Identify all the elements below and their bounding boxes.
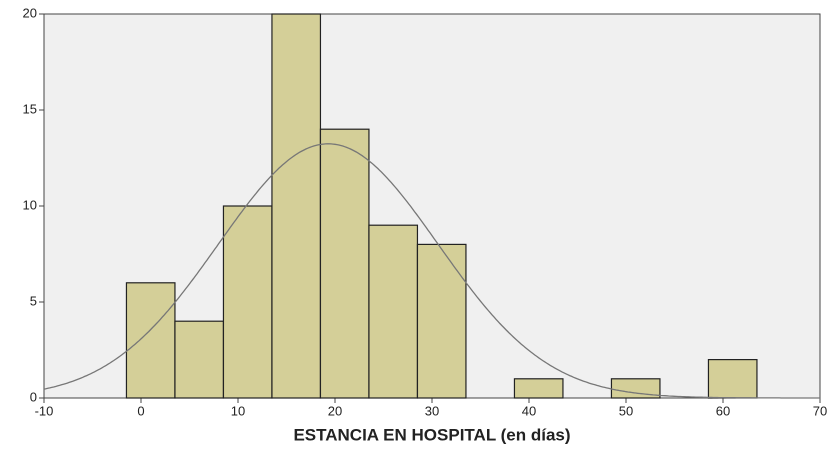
x-tick-label: 20 xyxy=(328,403,342,418)
normal-curve xyxy=(43,143,820,399)
x-tick-label: 50 xyxy=(619,403,633,418)
x-tick-label: 70 xyxy=(813,403,827,418)
bar xyxy=(174,320,225,399)
x-tick-label: 30 xyxy=(425,403,439,418)
bar xyxy=(513,378,564,399)
y-tick-label: 15 xyxy=(23,101,37,116)
x-axis-label: ESTANCIA EN HOSPITAL (en días) xyxy=(293,425,570,444)
bar xyxy=(125,282,176,399)
bar xyxy=(319,128,370,399)
y-tick-label: 10 xyxy=(23,197,37,212)
bar xyxy=(707,359,758,399)
x-tick-label: 10 xyxy=(231,403,245,418)
x-tick-label: 0 xyxy=(137,403,144,418)
y-tick-label: 20 xyxy=(23,5,37,20)
y-tick-label: 5 xyxy=(30,293,37,308)
y-tick-label: 0 xyxy=(30,389,37,404)
bar xyxy=(368,224,419,399)
x-tick-label: -10 xyxy=(35,403,54,418)
bar xyxy=(416,243,467,399)
bar xyxy=(222,205,273,399)
x-tick-label: 40 xyxy=(522,403,536,418)
x-tick-label: 60 xyxy=(716,403,730,418)
bar xyxy=(271,13,322,399)
